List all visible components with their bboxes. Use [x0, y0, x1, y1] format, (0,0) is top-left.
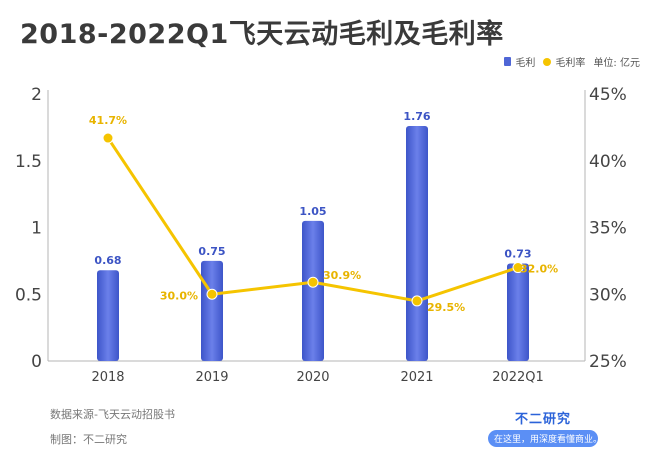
bar	[97, 270, 119, 361]
line-point	[411, 295, 423, 307]
line-value-label: 41.7%	[89, 114, 127, 127]
unit-label: 单位: 亿元	[593, 58, 640, 69]
bar-value-label: 1.05	[299, 205, 326, 218]
y-left-tick-label: 2	[31, 85, 42, 105]
line-value-label: 30.0%	[160, 289, 198, 302]
y-left-tick-label: 1	[31, 219, 42, 239]
y-right-tick-label: 30%	[589, 285, 627, 305]
chart-title: 2018-2022Q1飞天云动毛利及毛利率	[20, 19, 504, 50]
legend-unit: 单位: 亿元	[593, 54, 640, 69]
line-value-label: 29.5%	[427, 301, 465, 314]
x-tick-label: 2019	[195, 370, 228, 385]
x-tick-label: 2018	[91, 370, 124, 385]
bar-value-label: 0.68	[94, 254, 121, 267]
source-note: 数据来源-飞天云动招股书	[50, 408, 175, 421]
y-left-tick-label: 0	[31, 352, 42, 372]
legend-label-gross-profit: 毛利	[515, 58, 536, 69]
line-point	[102, 132, 114, 144]
y-left-tick-label: 0.5	[15, 285, 42, 305]
bar	[302, 220, 324, 361]
brand-slogan: 在这里，用深度看懂商业。	[488, 430, 602, 447]
bar-value-label: 0.73	[504, 248, 531, 261]
author-note: 制图：不二研究	[50, 433, 127, 446]
line-point	[512, 262, 524, 274]
y-left-tick-label: 1.5	[15, 152, 42, 172]
bar-value-label: 0.75	[198, 245, 225, 258]
bar	[406, 126, 428, 361]
x-tick-label: 2020	[296, 370, 329, 385]
legend-bar-swatch	[504, 57, 512, 66]
x-tick-label: 2022Q1	[492, 370, 544, 385]
bar	[507, 263, 529, 361]
x-tick-label: 2021	[400, 370, 433, 385]
legend-item-gross-profit: 毛利	[504, 54, 535, 69]
line-point	[206, 288, 218, 300]
line-value-label: 32.0%	[520, 263, 558, 276]
legend-item-gross-margin: 毛利率	[543, 54, 585, 69]
brand-name: 不二研究	[514, 412, 571, 427]
line-value-label: 30.9%	[323, 269, 361, 282]
legend: 毛利 毛利率 单位: 亿元	[496, 54, 640, 69]
line-point	[307, 276, 319, 288]
brand-logo: 不二研究 在这里，用深度看懂商业。	[488, 408, 602, 447]
y-right-tick-label: 40%	[589, 152, 627, 172]
legend-dot-swatch	[543, 57, 552, 66]
bar	[201, 260, 223, 361]
legend-label-gross-margin: 毛利率	[555, 58, 586, 69]
y-right-tick-label: 25%	[589, 352, 627, 372]
bar-value-label: 1.76	[403, 110, 430, 123]
y-right-tick-label: 45%	[589, 85, 627, 105]
y-right-tick-label: 35%	[589, 219, 627, 239]
